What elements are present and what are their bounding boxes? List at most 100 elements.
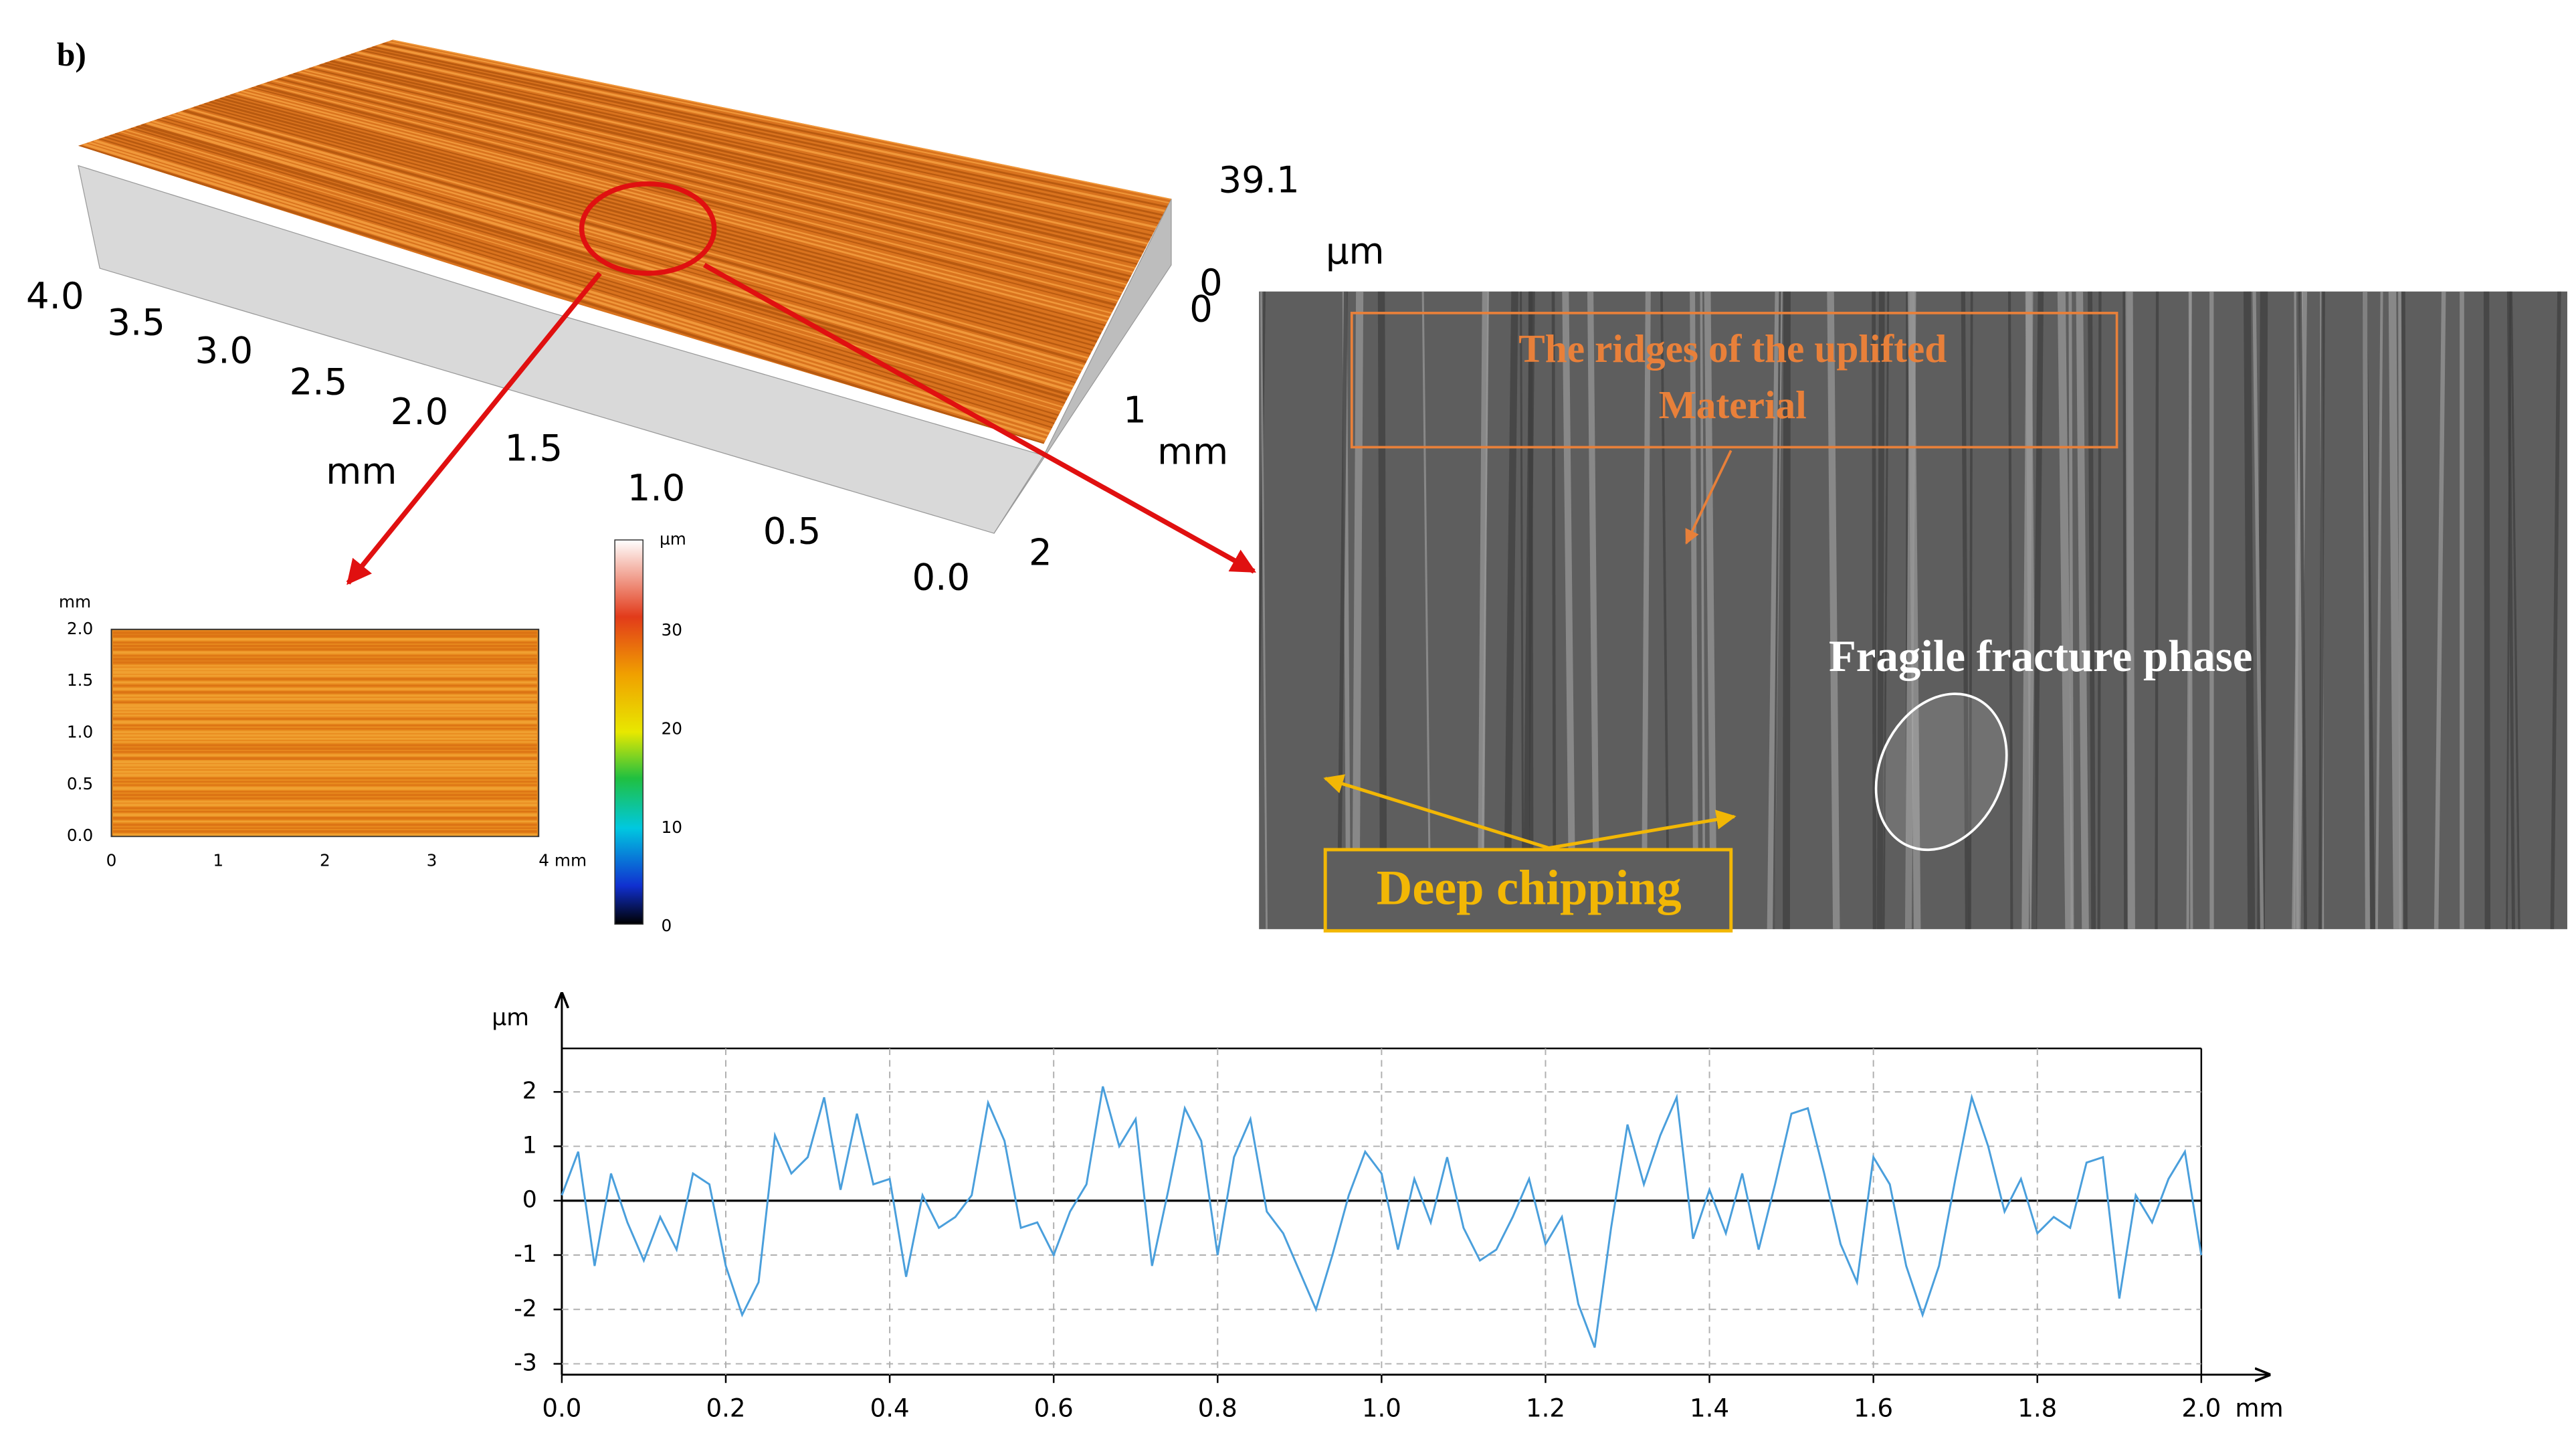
stripe <box>356 51 1157 229</box>
colorbar-unit: µm <box>660 529 686 549</box>
stripe <box>99 138 1053 429</box>
stripe <box>214 98 1100 339</box>
slab-side <box>993 198 1172 534</box>
streak <box>1377 291 1387 929</box>
streak <box>2401 291 2408 929</box>
annotation: Material <box>1659 383 1807 427</box>
streak <box>1352 291 1364 929</box>
x-tick-label: 0.2 <box>706 1394 745 1422</box>
streak <box>1660 291 1670 929</box>
y-tick-label: 2.0 <box>67 619 93 638</box>
streak <box>1562 291 1576 929</box>
stripe <box>183 109 1087 364</box>
streak <box>1522 291 1535 929</box>
stripe <box>235 92 1108 322</box>
streak <box>2375 291 2383 929</box>
zoom-circle <box>579 181 717 276</box>
x-tick-label: 3.0 <box>195 328 254 371</box>
stripe <box>382 42 1167 208</box>
y-tick-label: 0.0 <box>67 826 93 845</box>
stripe <box>240 90 1110 318</box>
x-tick-label: 1.2 <box>1526 1394 1565 1422</box>
x-tick-label: 3 <box>427 850 437 870</box>
y-tick-label: 1 <box>522 1132 537 1159</box>
stripe <box>345 54 1153 237</box>
streak <box>1827 291 1840 929</box>
annotation: Deep chipping <box>1377 860 1682 915</box>
stripe <box>104 136 1055 424</box>
streak <box>1587 291 1600 929</box>
stripe <box>78 145 1044 444</box>
y-tick-label: 0.5 <box>67 774 93 793</box>
x-tick-label: 0 <box>106 850 117 870</box>
y-tick-label: -1 <box>514 1241 537 1268</box>
stripe <box>199 104 1093 351</box>
stripe <box>308 67 1138 265</box>
streak <box>2318 291 2325 929</box>
streak <box>2122 291 2128 929</box>
stripe <box>230 94 1106 326</box>
highlight <box>1874 692 2008 852</box>
x-tick-label: 0.0 <box>912 556 971 599</box>
streak <box>2076 291 2089 929</box>
panel-label: b) <box>57 36 86 73</box>
streak <box>1961 291 1970 929</box>
y-unit: mm <box>1157 430 1228 472</box>
colorbar <box>614 539 643 925</box>
annotation-box <box>1350 312 2118 449</box>
x-tick-label: 4.0 <box>26 274 84 317</box>
streak <box>1773 291 1781 929</box>
stripe <box>371 45 1163 216</box>
streak <box>2362 291 2370 929</box>
stripe <box>303 69 1136 269</box>
z-tick-label: 0 <box>1189 288 1213 330</box>
streak <box>1551 291 1557 929</box>
z-tick-label: 0 <box>1199 261 1223 304</box>
streak <box>1477 291 1489 929</box>
y-tick-label: -3 <box>514 1350 537 1377</box>
stripe <box>93 139 1051 433</box>
stripe <box>340 56 1151 241</box>
stripe <box>334 58 1149 245</box>
streak <box>2125 291 2135 929</box>
streak <box>1259 291 1266 805</box>
streak <box>2506 291 2512 929</box>
arrow <box>1549 809 1737 850</box>
streak <box>1520 291 1524 929</box>
streak <box>2388 291 2401 929</box>
stripe <box>267 82 1120 298</box>
stripe <box>219 97 1102 335</box>
y-tick-label: 0 <box>522 1187 537 1214</box>
x-tick-label: 2.0 <box>391 390 449 433</box>
stripe <box>193 106 1091 355</box>
x-tick-label: 0.5 <box>763 509 821 552</box>
streak <box>2483 291 2491 929</box>
annotation: The ridges of the uplifted <box>1518 326 1947 371</box>
stripe <box>177 110 1085 368</box>
z-unit: µm <box>1326 229 1385 272</box>
streak <box>2252 291 2264 929</box>
x-unit: mm <box>326 450 397 492</box>
x-tick-label: 1.4 <box>1690 1394 1729 1422</box>
streak <box>2398 291 2403 929</box>
stripe <box>83 142 1047 442</box>
streak <box>2057 291 2074 929</box>
x-tick-label: 1.0 <box>1362 1394 1401 1422</box>
stripe <box>366 47 1161 221</box>
x-tick-label: 2 <box>320 850 330 870</box>
z-tick-label: 39.1 <box>1219 158 1300 201</box>
x-tick-label: 0.4 <box>870 1394 910 1422</box>
x-tick-label: 1.6 <box>1854 1394 1893 1422</box>
stripe <box>203 102 1095 347</box>
y-tick-label: 1.5 <box>67 670 93 690</box>
x-tick-label: 2.5 <box>290 360 348 403</box>
stripe <box>225 95 1104 330</box>
stripe <box>282 76 1127 286</box>
stripe <box>324 62 1144 253</box>
stripe <box>167 115 1080 375</box>
streak <box>2155 291 2159 929</box>
stripe <box>393 39 1171 200</box>
x-tick-label: 0.6 <box>1034 1394 1074 1422</box>
streak <box>1767 291 1783 929</box>
